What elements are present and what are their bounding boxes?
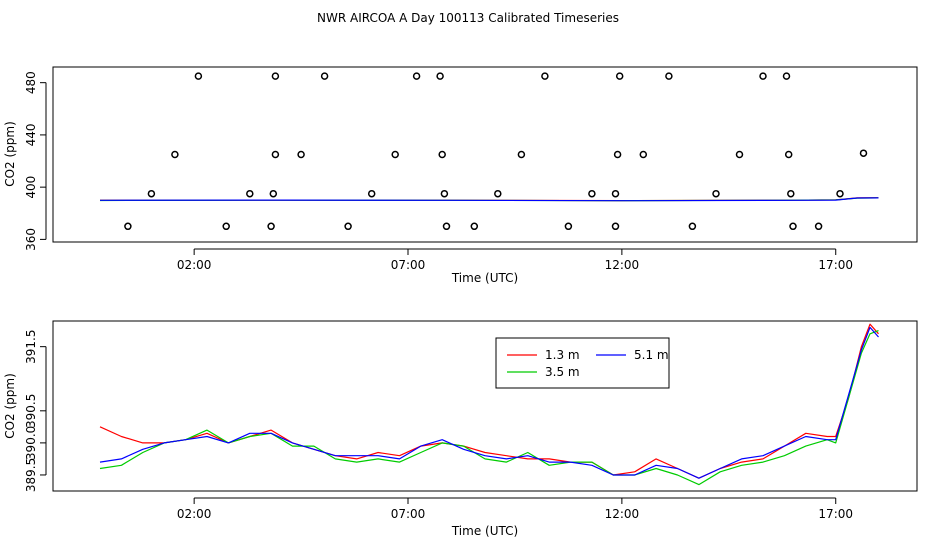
- data-point: [412, 72, 421, 80]
- data-point: [611, 189, 620, 198]
- marks-layer: [99, 323, 879, 486]
- series-line-3-5-m: [99, 330, 879, 486]
- data-point: [269, 189, 278, 198]
- data-point: [271, 72, 280, 80]
- x-tick-label: 12:00: [605, 507, 640, 521]
- data-point: [194, 72, 203, 80]
- data-point: [814, 222, 823, 231]
- data-point: [391, 150, 399, 159]
- x-tick-label: 02:00: [177, 507, 212, 521]
- data-point: [147, 189, 156, 198]
- data-point: [859, 149, 868, 157]
- data-point: [688, 222, 697, 231]
- x-tick-label: 07:00: [391, 258, 426, 272]
- plot-frame: [52, 66, 918, 243]
- data-point: [436, 72, 444, 80]
- y-tick-label: 389.5: [24, 458, 38, 492]
- data-point: [615, 72, 624, 80]
- legend: 1.3 m 5.1 m 3.5 m: [495, 337, 670, 389]
- data-point: [789, 222, 797, 231]
- data-point: [344, 222, 352, 231]
- legend-box: [495, 337, 670, 389]
- x-tick-label: 07:00: [391, 507, 426, 521]
- data-point: [438, 150, 446, 159]
- data-point: [712, 189, 720, 198]
- y-tick-label: 391.5: [24, 329, 38, 363]
- data-point: [124, 222, 132, 231]
- legend-label-5-1m: 5.1 m: [634, 348, 669, 362]
- x-axis-label: Time (UTC): [451, 524, 518, 538]
- series-line-1-3-m: [99, 323, 879, 479]
- y-tick-label: 390.0: [24, 426, 38, 460]
- x-tick-label: 02:00: [177, 258, 212, 272]
- legend-label-3-5m: 3.5 m: [545, 365, 580, 379]
- data-point: [440, 189, 449, 198]
- y-tick-label: 400: [24, 176, 38, 199]
- axes-layer: 02:00 07:00 12:00 17:00 360 400 440 480: [24, 71, 853, 272]
- y-tick-label: 440: [24, 123, 38, 146]
- y-tick-label: 390.5: [24, 394, 38, 428]
- x-axis-label: Time (UTC): [451, 271, 518, 285]
- data-point: [787, 189, 795, 198]
- x-tick-label: 17:00: [818, 507, 853, 521]
- data-point: [588, 189, 596, 198]
- data-point: [564, 222, 573, 231]
- y-axis-label: CO2 (ppm): [3, 121, 17, 187]
- data-point: [735, 150, 744, 159]
- panel-top: 02:00 07:00 12:00 17:00 360 400 440 480 Time (U…: [3, 66, 918, 285]
- data-point: [782, 72, 791, 80]
- x-tick-label: 17:00: [818, 258, 853, 272]
- marks-layer: [99, 72, 879, 231]
- data-point: [541, 72, 549, 80]
- chart-title: NWR AIRCOA A Day 100113 Calibrated Times…: [317, 11, 619, 25]
- data-point: [639, 150, 648, 159]
- series-line-5-1-m: [99, 326, 879, 479]
- data-point: [222, 222, 230, 231]
- data-point: [613, 150, 622, 159]
- y-tick-label: 360: [24, 228, 38, 251]
- data-point: [367, 189, 376, 198]
- series-line-5-1-m: [99, 197, 879, 202]
- y-axis-label: CO2 (ppm): [3, 373, 17, 439]
- data-point: [494, 189, 502, 198]
- data-point: [271, 150, 280, 159]
- data-point: [665, 72, 673, 80]
- data-point: [442, 222, 451, 231]
- data-point: [320, 72, 329, 80]
- data-point: [784, 150, 793, 159]
- data-point: [611, 222, 620, 231]
- data-point: [297, 150, 305, 159]
- data-point: [517, 150, 526, 159]
- x-tick-label: 12:00: [605, 258, 640, 272]
- data-point: [836, 189, 844, 198]
- plot-frame: [52, 320, 918, 492]
- data-point: [267, 222, 275, 231]
- y-tick-label: 480: [24, 71, 38, 94]
- data-point: [759, 72, 767, 80]
- legend-label-1-3m: 1.3 m: [545, 348, 580, 362]
- data-point: [246, 189, 254, 198]
- data-point: [171, 150, 179, 159]
- data-point: [470, 222, 479, 231]
